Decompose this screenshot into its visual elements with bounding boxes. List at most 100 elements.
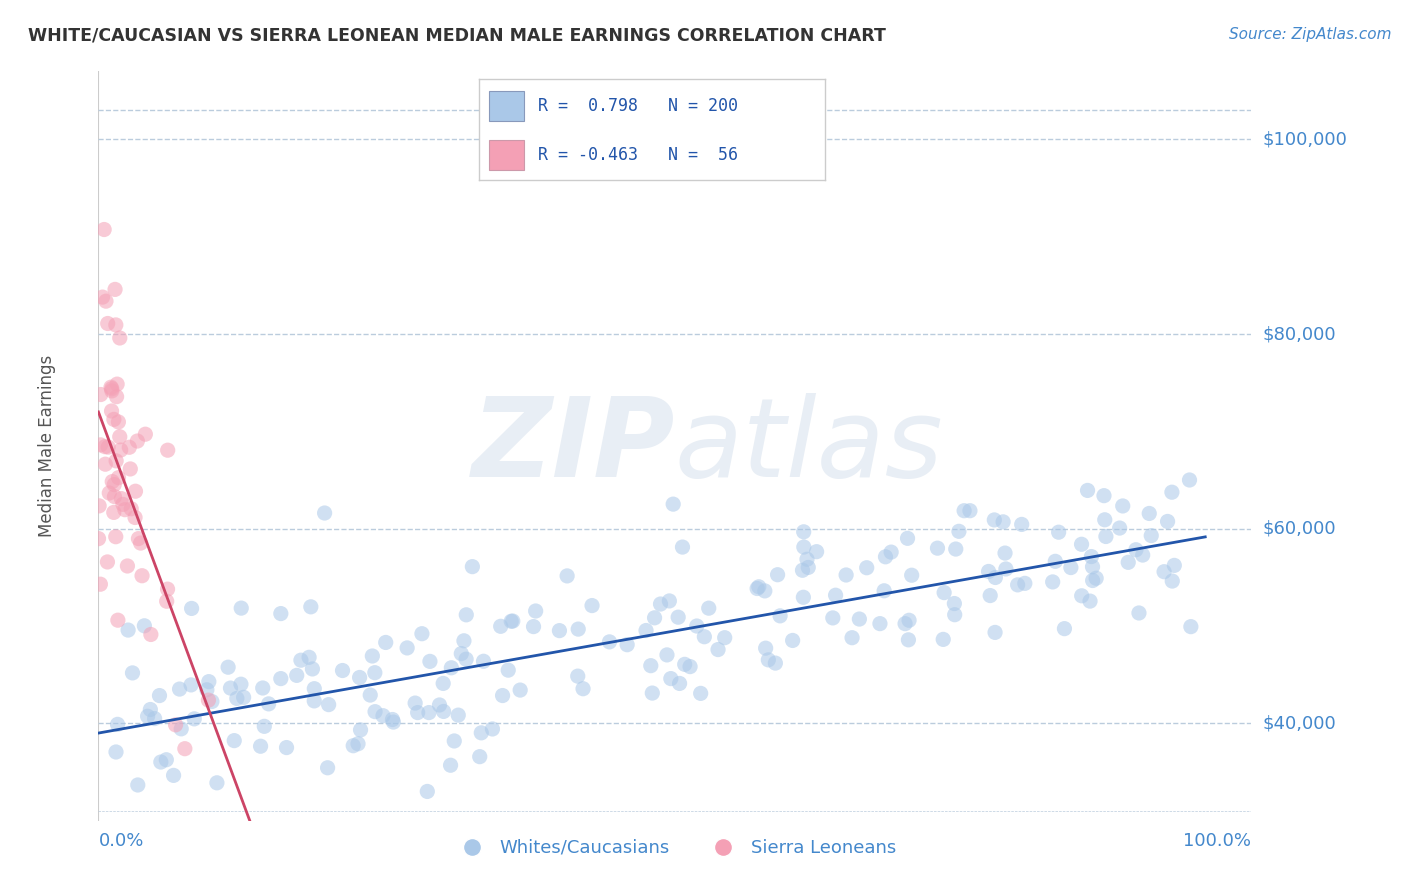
Point: [689, 686, 711, 700]
Point: [880, 545, 903, 559]
Point: [139, 702, 162, 716]
Point: [124, 510, 146, 524]
Text: $100,000: $100,000: [1263, 130, 1347, 148]
Point: [634, 624, 657, 638]
Point: [89, 577, 111, 591]
Point: [201, 694, 224, 708]
Point: [501, 614, 523, 628]
Point: [104, 530, 127, 544]
Point: [381, 713, 404, 727]
Point: [782, 633, 804, 648]
Point: [120, 462, 142, 476]
Point: [97, 440, 120, 454]
Point: [374, 635, 396, 649]
Point: [991, 515, 1014, 529]
Point: [443, 734, 465, 748]
Point: [105, 377, 128, 392]
Point: [662, 497, 685, 511]
Point: [349, 723, 371, 737]
Point: [257, 697, 280, 711]
Point: [219, 681, 242, 695]
Point: [686, 619, 709, 633]
Point: [108, 430, 131, 444]
Point: [640, 658, 662, 673]
Point: [318, 698, 340, 712]
Point: [107, 717, 129, 731]
Point: [1011, 517, 1033, 532]
Point: [932, 632, 955, 647]
Point: [1045, 554, 1067, 568]
Point: [943, 597, 966, 611]
Point: [205, 776, 228, 790]
Point: [108, 331, 131, 345]
Point: [1132, 548, 1154, 562]
Point: [754, 583, 776, 598]
Point: [641, 686, 664, 700]
Point: [824, 588, 846, 602]
Point: [491, 689, 513, 703]
Point: [934, 585, 956, 599]
Point: [411, 626, 433, 640]
Point: [616, 638, 638, 652]
Point: [117, 623, 139, 637]
Point: [107, 471, 129, 485]
Point: [111, 497, 134, 511]
Point: [1095, 529, 1118, 543]
Point: [796, 552, 818, 566]
Point: [302, 694, 325, 708]
Point: [252, 681, 274, 695]
Point: [170, 722, 193, 736]
Point: [1156, 515, 1178, 529]
Point: [755, 641, 778, 656]
Point: [440, 661, 463, 675]
Point: [793, 540, 815, 554]
Point: [461, 559, 484, 574]
Point: [1070, 537, 1092, 551]
Text: Median Male Earnings: Median Male Earnings: [38, 355, 56, 537]
Point: [522, 619, 544, 633]
Point: [105, 390, 128, 404]
Point: [1128, 606, 1150, 620]
Point: [977, 565, 1000, 579]
Point: [169, 682, 191, 697]
Point: [470, 726, 492, 740]
Point: [567, 622, 589, 636]
Point: [97, 317, 120, 331]
Text: $60,000: $60,000: [1263, 520, 1336, 538]
Point: [165, 718, 187, 732]
Point: [472, 654, 495, 668]
Point: [103, 505, 125, 519]
Point: [821, 611, 844, 625]
Point: [439, 758, 461, 772]
Point: [697, 601, 720, 615]
Point: [979, 589, 1001, 603]
Point: [841, 631, 863, 645]
Point: [249, 739, 271, 754]
Point: [1140, 528, 1163, 542]
Point: [100, 380, 122, 394]
Point: [418, 706, 440, 720]
Point: [1112, 499, 1135, 513]
Point: [156, 443, 179, 458]
Point: [897, 632, 920, 647]
Text: 100.0%: 100.0%: [1184, 831, 1251, 850]
Text: Source: ZipAtlas.com: Source: ZipAtlas.com: [1229, 27, 1392, 42]
Point: [666, 610, 689, 624]
Point: [270, 672, 292, 686]
Point: [180, 678, 202, 692]
Point: [225, 691, 247, 706]
Point: [104, 318, 127, 332]
Point: [1094, 513, 1116, 527]
Point: [347, 737, 370, 751]
Point: [419, 654, 441, 668]
Point: [298, 650, 321, 665]
Point: [359, 688, 381, 702]
Point: [1125, 542, 1147, 557]
Point: [127, 778, 149, 792]
Point: [896, 532, 918, 546]
Point: [131, 568, 153, 582]
Text: WHITE/CAUCASIAN VS SIERRA LEONEAN MEDIAN MALE EARNINGS CORRELATION CHART: WHITE/CAUCASIAN VS SIERRA LEONEAN MEDIAN…: [28, 27, 886, 45]
Point: [900, 568, 922, 582]
Point: [983, 513, 1005, 527]
Point: [1047, 525, 1070, 540]
